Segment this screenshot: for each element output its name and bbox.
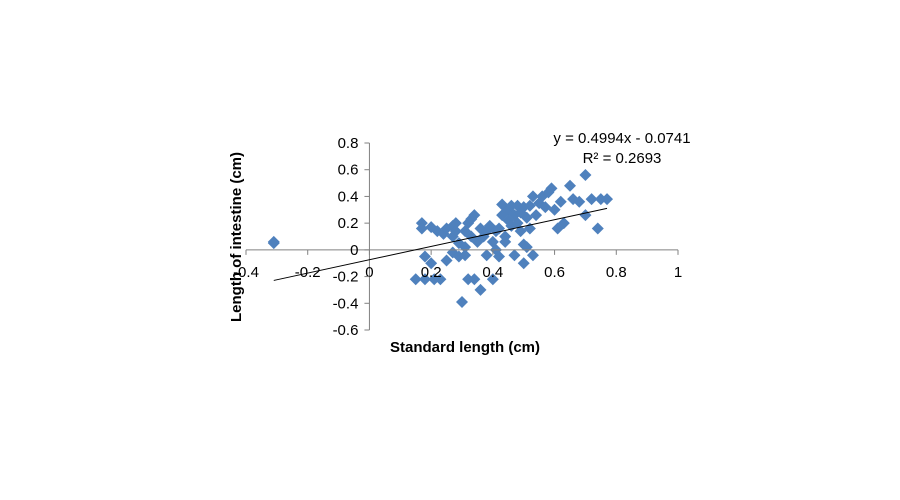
data-point (523, 199, 536, 212)
data-point (486, 273, 499, 286)
y-tick-label: 0.4 (338, 188, 359, 205)
data-point (474, 283, 487, 296)
data-point (585, 193, 598, 206)
data-point (526, 249, 539, 262)
x-tick-label: 0.2 (421, 264, 442, 281)
data-point (517, 257, 530, 270)
x-tick-label: 0 (365, 264, 373, 281)
data-point (591, 222, 604, 235)
data-points (267, 169, 614, 308)
y-tick-label: 0.2 (338, 215, 359, 232)
data-point (418, 250, 431, 263)
data-point (459, 249, 472, 262)
data-point (564, 179, 576, 192)
x-tick-label: 1 (674, 264, 682, 281)
data-point (520, 211, 533, 224)
data-point (415, 222, 428, 235)
data-point (573, 195, 586, 208)
y-tick-label: 0.8 (338, 135, 359, 152)
data-point (267, 237, 280, 250)
data-point (456, 295, 468, 308)
data-point (493, 250, 506, 263)
x-tick-label: 0.6 (544, 264, 565, 281)
x-axis-title: Standard length (cm) (390, 339, 540, 356)
y-tick-label: -0.2 (333, 269, 359, 286)
data-point (539, 201, 552, 214)
data-point (468, 209, 481, 222)
data-point (425, 257, 438, 270)
data-point (449, 225, 462, 238)
x-tick-label: 0.8 (606, 264, 627, 281)
data-point (594, 193, 607, 206)
trendline (273, 207, 608, 281)
y-axis-ticks: 0.8 0.6 0.4 0.2 0 -0.2 -0.4 -0.6 (333, 135, 370, 339)
data-point (440, 254, 453, 267)
x-axis-ticks: -0.4 -0.2 0 0.2 0.4 0.6 0.8 1 (233, 249, 682, 281)
data-point (462, 273, 475, 286)
data-point (508, 249, 521, 262)
y-tick-label: -0.6 (333, 322, 359, 339)
trendline-equation: y = 0.4994x - 0.0741 (553, 130, 690, 147)
data-point (579, 209, 592, 222)
data-point (480, 249, 493, 262)
data-point (545, 182, 558, 195)
data-point (468, 273, 481, 286)
data-point (434, 273, 447, 286)
data-point (579, 169, 592, 182)
data-point (526, 190, 539, 203)
y-tick-label: 0.6 (338, 162, 359, 179)
data-point (499, 235, 512, 248)
y-axis-title: Length of intestine (cm) (228, 152, 245, 322)
y-tick-label: 0 (350, 242, 358, 259)
data-point (530, 209, 543, 222)
data-point (601, 193, 614, 206)
data-point (409, 273, 422, 286)
data-point (449, 217, 462, 230)
y-tick-label: -0.4 (333, 295, 359, 312)
data-point (554, 195, 567, 208)
x-tick-label: -0.4 (233, 264, 259, 281)
data-point (418, 273, 431, 286)
r-squared-label: R² = 0.2693 (583, 150, 662, 167)
x-tick-label: 0.4 (482, 264, 503, 281)
data-point (557, 217, 570, 230)
data-point (505, 199, 518, 212)
data-point (548, 203, 561, 216)
x-tick-label: -0.2 (295, 264, 321, 281)
data-point (428, 273, 441, 286)
